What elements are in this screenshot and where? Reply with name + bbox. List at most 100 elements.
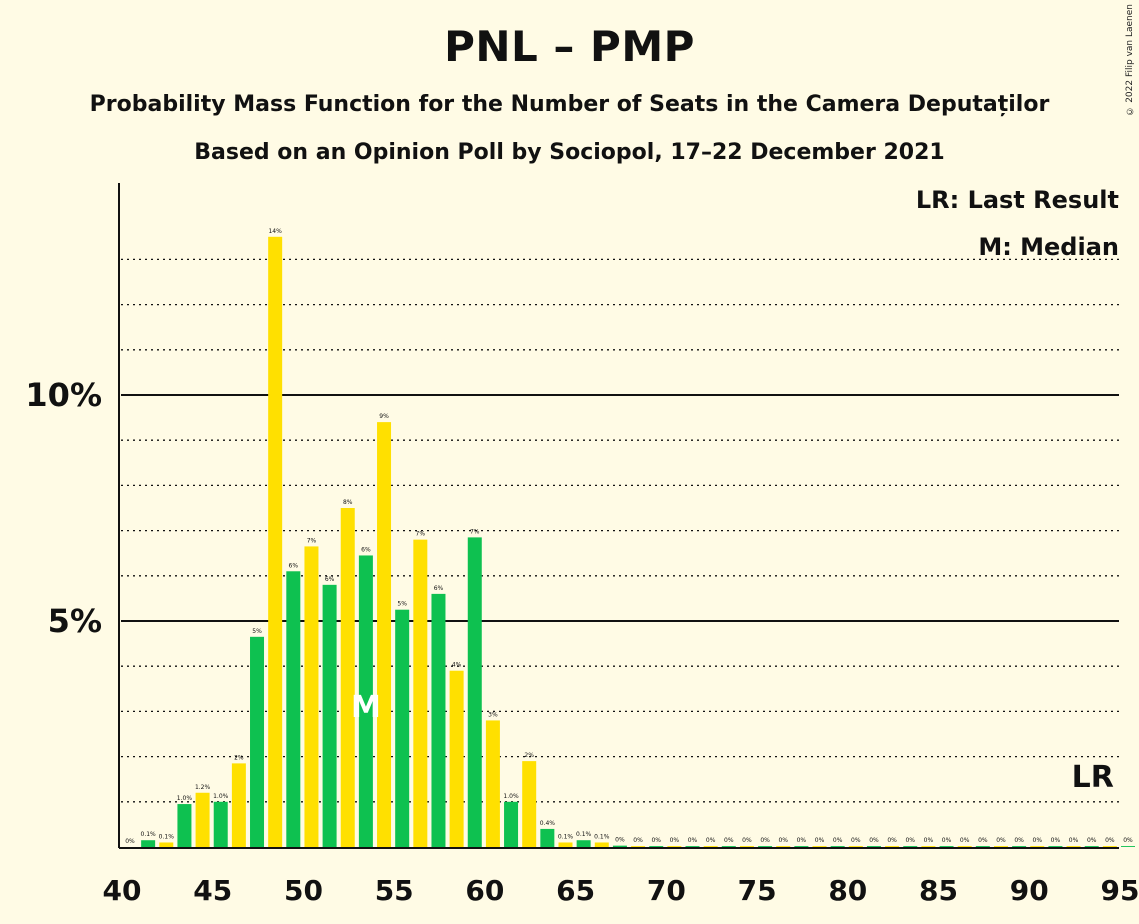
bar-label-seats-88: 0%	[996, 837, 1006, 844]
bar-seats-95	[1121, 846, 1135, 847]
bar-seats-86	[957, 846, 972, 847]
bar-seats-69	[649, 846, 664, 847]
bar-seats-61	[504, 801, 519, 847]
bar-seats-54	[377, 422, 392, 847]
bar-label-seats-62: 2%	[524, 752, 534, 759]
bar-seats-72	[703, 846, 718, 847]
bar-seats-51	[322, 584, 337, 847]
bar-label-seats-40: 0%	[125, 838, 135, 845]
bar-label-seats-89: 0%	[1014, 837, 1024, 844]
bar-seats-47	[250, 636, 265, 847]
bar-label-seats-52: 8%	[343, 499, 353, 506]
x-tick-label-80: 80	[828, 874, 867, 907]
bar-seats-50	[304, 546, 319, 847]
bar-seats-83	[903, 846, 918, 847]
bar-label-seats-64: 0.1%	[558, 833, 574, 840]
bar-seats-48	[268, 236, 283, 848]
bar-seats-59	[467, 537, 482, 847]
bar-label-seats-90: 0%	[1033, 837, 1043, 844]
bar-label-seats-69: 0%	[651, 837, 661, 844]
legend-last-result: LR: Last Result	[915, 186, 1119, 214]
bar-label-seats-74: 0%	[742, 837, 752, 844]
bar-label-seats-70: 0%	[670, 837, 680, 844]
bar-label-seats-46: 2%	[234, 754, 244, 761]
x-tick-label-55: 55	[375, 874, 414, 907]
bar-seats-57	[431, 593, 446, 847]
bar-seats-90	[1030, 846, 1045, 847]
bar-label-seats-48: 14%	[268, 228, 282, 235]
bar-seats-73	[721, 846, 736, 847]
bar-label-seats-77: 0%	[797, 837, 807, 844]
x-tick-label-90: 90	[1010, 874, 1049, 907]
bar-label-seats-78: 0%	[815, 837, 825, 844]
bar-seats-76	[776, 846, 791, 847]
bar-seats-43	[177, 804, 192, 847]
bar-seats-77	[794, 846, 809, 847]
bar-label-seats-61: 1.0%	[503, 793, 519, 800]
bar-label-seats-44: 1.2%	[195, 784, 211, 791]
bar-label-seats-51: 6%	[325, 576, 335, 583]
bar-seats-41	[141, 840, 156, 847]
bar-value-labels: 0%0.1% 0.1%1.0%1.2%1.0%2%5%14%6%7%6%8%6%9…	[125, 228, 1133, 845]
bar-label-seats-59: 7%	[470, 528, 480, 535]
bar-seats-68	[631, 846, 646, 847]
bar-label-seats-95: 0%	[1123, 837, 1133, 844]
bar-seats-64	[558, 842, 573, 847]
bar-label-seats-66: 0.1%	[594, 833, 610, 840]
chart-subtitle: Probability Mass Function for the Number…	[89, 92, 1050, 117]
y-tick-label-5: 5%	[48, 602, 102, 640]
bar-seats-87	[975, 846, 990, 847]
bar-seats-82	[885, 846, 900, 847]
bar-label-seats-53: 6%	[361, 546, 371, 553]
bar-seats-60	[485, 720, 500, 847]
bar-seats-55	[395, 609, 410, 847]
legend-median: M: Median	[978, 233, 1119, 261]
bar-label-seats-76: 0%	[778, 837, 788, 844]
bar-seats-81	[866, 846, 881, 847]
bar-seats-70	[667, 846, 682, 847]
poll-source-line: Based on an Opinion Poll by Sociopol, 17…	[194, 140, 945, 165]
bar-label-seats-75: 0%	[760, 837, 770, 844]
x-tick-label-60: 60	[465, 874, 504, 907]
bar-seats-42	[159, 842, 174, 847]
bar-label-seats-72: 0%	[706, 837, 716, 844]
bar-label-seats-80: 0%	[851, 837, 861, 844]
bar-label-seats-42: 0.1%	[159, 833, 175, 840]
bar-seats-45	[213, 801, 228, 847]
x-tick-label-95: 95	[1101, 874, 1139, 907]
bar-seats-49	[286, 571, 301, 847]
bar-seats-84	[921, 846, 936, 847]
grid-lines	[121, 258, 1119, 803]
bar-label-seats-55: 5%	[397, 601, 407, 608]
bar-seats-91	[1048, 846, 1063, 847]
bar-seats-62	[522, 761, 537, 847]
bar-label-seats-58: 4%	[452, 662, 462, 669]
bar-seats-94	[1102, 846, 1117, 847]
bar-seats-88	[993, 846, 1008, 847]
bar-seats-66	[594, 842, 609, 847]
bar-seats-89	[1012, 846, 1027, 847]
x-tick-label-50: 50	[284, 874, 323, 907]
bar-label-seats-60: 3%	[488, 711, 498, 718]
bar-label-seats-79: 0%	[833, 837, 843, 844]
bar-seats-58	[449, 670, 464, 847]
bar-label-seats-56: 7%	[416, 531, 426, 538]
bar-seats-92	[1066, 846, 1081, 847]
bar-label-seats-49: 6%	[289, 562, 299, 569]
bar-seats-75	[758, 846, 773, 847]
bar-label-seats-91: 0%	[1051, 837, 1061, 844]
x-tick-label-65: 65	[556, 874, 595, 907]
bar-label-seats-94: 0%	[1105, 837, 1115, 844]
bar-label-seats-41: 0.1%	[141, 831, 157, 838]
bar-seats-85	[939, 846, 954, 847]
markers: M LR	[351, 690, 1114, 795]
axes: 40 45 50 55 60 65 70 75 80 85 90 95 5% 10%	[25, 183, 1139, 907]
bar-label-seats-93: 0%	[1087, 837, 1097, 844]
bar-seats-79	[830, 846, 845, 847]
x-tick-label-40: 40	[103, 874, 142, 907]
bar-label-seats-67: 0%	[615, 837, 625, 844]
bar-label-seats-45: 1.0%	[213, 793, 229, 800]
bar-seats-80	[848, 846, 863, 847]
bar-label-seats-87: 0%	[978, 837, 988, 844]
